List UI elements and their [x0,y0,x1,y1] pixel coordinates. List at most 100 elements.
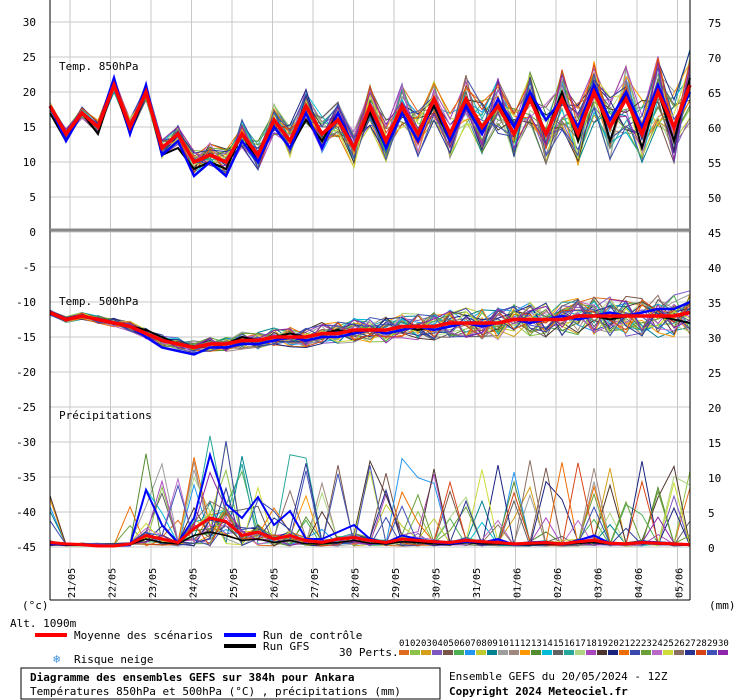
x-tick-label: 05/06 [675,568,686,598]
pert-legend-swatch [421,650,431,655]
pert-legend-number: 30 [718,639,729,649]
pert-legend-number: 12 [520,639,531,649]
y-tick-label: 20 [23,86,36,99]
x-tick-label: 23/05 [148,568,159,598]
pert-legend-swatch [553,650,563,655]
pert-legend-number: 03 [421,639,432,649]
y-tick-label: -35 [16,471,36,484]
y2-tick-label: 65 [708,87,721,100]
y2-tick-label: 50 [708,192,721,205]
y-tick-label: -45 [16,541,36,554]
y2-tick-label: 70 [708,52,721,65]
pert-legend-swatch [630,650,640,655]
pert-legend-swatch [718,650,728,655]
legend-control-swatch [224,633,256,637]
y2-tick-label: 20 [708,402,721,415]
perturbation-precip-line [49,465,691,547]
perturbation-850-line [49,62,691,167]
perturbation-500-line [49,299,691,348]
pert-legend-number: 16 [564,639,575,649]
main-lines [48,73,692,548]
y2-tick-label: 5 [708,507,715,520]
y-tick-label: 0 [29,226,36,239]
pert-legend-number: 11 [509,639,520,649]
y-tick-label: -5 [23,261,36,274]
x-tick-label: 28/05 [351,568,362,598]
legend-mean-label: Moyenne des scénarios [74,629,213,642]
y-tick-label: -20 [16,366,36,379]
pert-legend-number: 08 [476,639,487,649]
pert-legend-number: 23 [641,639,652,649]
mean-500-line [49,310,691,350]
legend-perts-label: 30 Perts. [339,646,399,659]
chart-subtitle: Températures 850hPa et 500hPa (°C) , pré… [30,685,401,698]
x-tick-label: 25/05 [229,568,240,598]
y2-tick-label: 60 [708,122,721,135]
legend-gfs-label: Run GFS [263,640,309,653]
y2-tick-label: 15 [708,437,721,450]
chart-title: Diagramme des ensembles GEFS sur 384h po… [30,671,355,684]
y2-tick-label: 0 [708,542,715,555]
y2-tick-label: 45 [708,227,721,240]
pert-legend-swatch [597,650,607,655]
pert-legend-number: 28 [696,639,707,649]
y2-tick-label: 10 [708,472,721,485]
copyright: Copyright 2024 Meteociel.fr [449,685,628,698]
pert-legend-swatch [443,650,453,655]
pert-legend-number: 09 [487,639,498,649]
panel-label-t850: Temp. 850hPa [59,60,138,73]
pert-legend-swatch [619,650,629,655]
x-tick-label: 29/05 [391,568,402,598]
legend: Moyenne des scénarios Run de contrôle Ru… [35,629,729,666]
pert-legend-number: 18 [586,639,597,649]
y-tick-label: 30 [23,16,36,29]
y2-tick-label: 75 [708,17,721,30]
pert-legend-number: 10 [498,639,509,649]
pert-legend-number: 14 [542,639,553,649]
y2-tick-label: 55 [708,157,721,170]
x-tick-label: 24/05 [189,568,200,598]
pert-legend-number: 20 [608,639,619,649]
title-box [20,667,441,700]
pert-legend-swatch [509,650,519,655]
pert-legend-swatch [531,650,541,655]
snowflake-icon: ❄ [53,652,60,666]
pert-legend-number: 13 [531,639,542,649]
pert-legend-number: 27 [685,639,696,649]
model-info: Ensemble GEFS du 20/05/2024 - 12Z [449,670,668,683]
y-tick-label: -10 [16,296,36,309]
pert-legend-number: 29 [707,639,718,649]
perturbation-500-line [49,306,691,354]
x-tick-label: 21/05 [67,568,78,598]
pert-legend-swatch [476,650,486,655]
axis-ticks: 302520151050-5-10-15-20-25-30-35-40-4575… [16,16,721,598]
pert-legend-number: 02 [410,639,421,649]
pert-legend-swatch [641,650,651,655]
x-tick-label: 02/06 [553,568,564,598]
pert-legend-swatch [685,650,695,655]
legend-control-label: Run de contrôle [263,629,362,642]
pert-legend-number: 07 [465,639,476,649]
pert-legend-swatch [465,650,475,655]
pert-legend-swatch [663,650,673,655]
pert-legend-swatch [520,650,530,655]
perturbation-legend: 01 02 03 04 05 06 07 08 09 10 11 12 13 14 15 16 17 18 19 20… [399,639,729,655]
x-tick-label: 26/05 [270,568,281,598]
pert-legend-number: 06 [454,639,465,649]
y-tick-label: -40 [16,506,36,519]
mean-850-line [48,80,692,165]
pert-legend-number: 04 [432,639,443,649]
pert-legend-swatch [542,650,552,655]
pert-legend-number: 26 [674,639,685,649]
pert-legend-swatch [608,650,618,655]
x-tick-label: 30/05 [432,568,443,598]
x-tick-label: 03/06 [594,568,605,598]
gfs-precip-line [49,531,691,547]
pert-legend-swatch [410,650,420,655]
pert-legend-swatch [432,650,442,655]
legend-snow-label: Risque neige [74,653,153,666]
y-tick-label: 5 [29,191,36,204]
pert-legend-number: 05 [443,639,454,649]
pert-legend-swatch [652,650,662,655]
